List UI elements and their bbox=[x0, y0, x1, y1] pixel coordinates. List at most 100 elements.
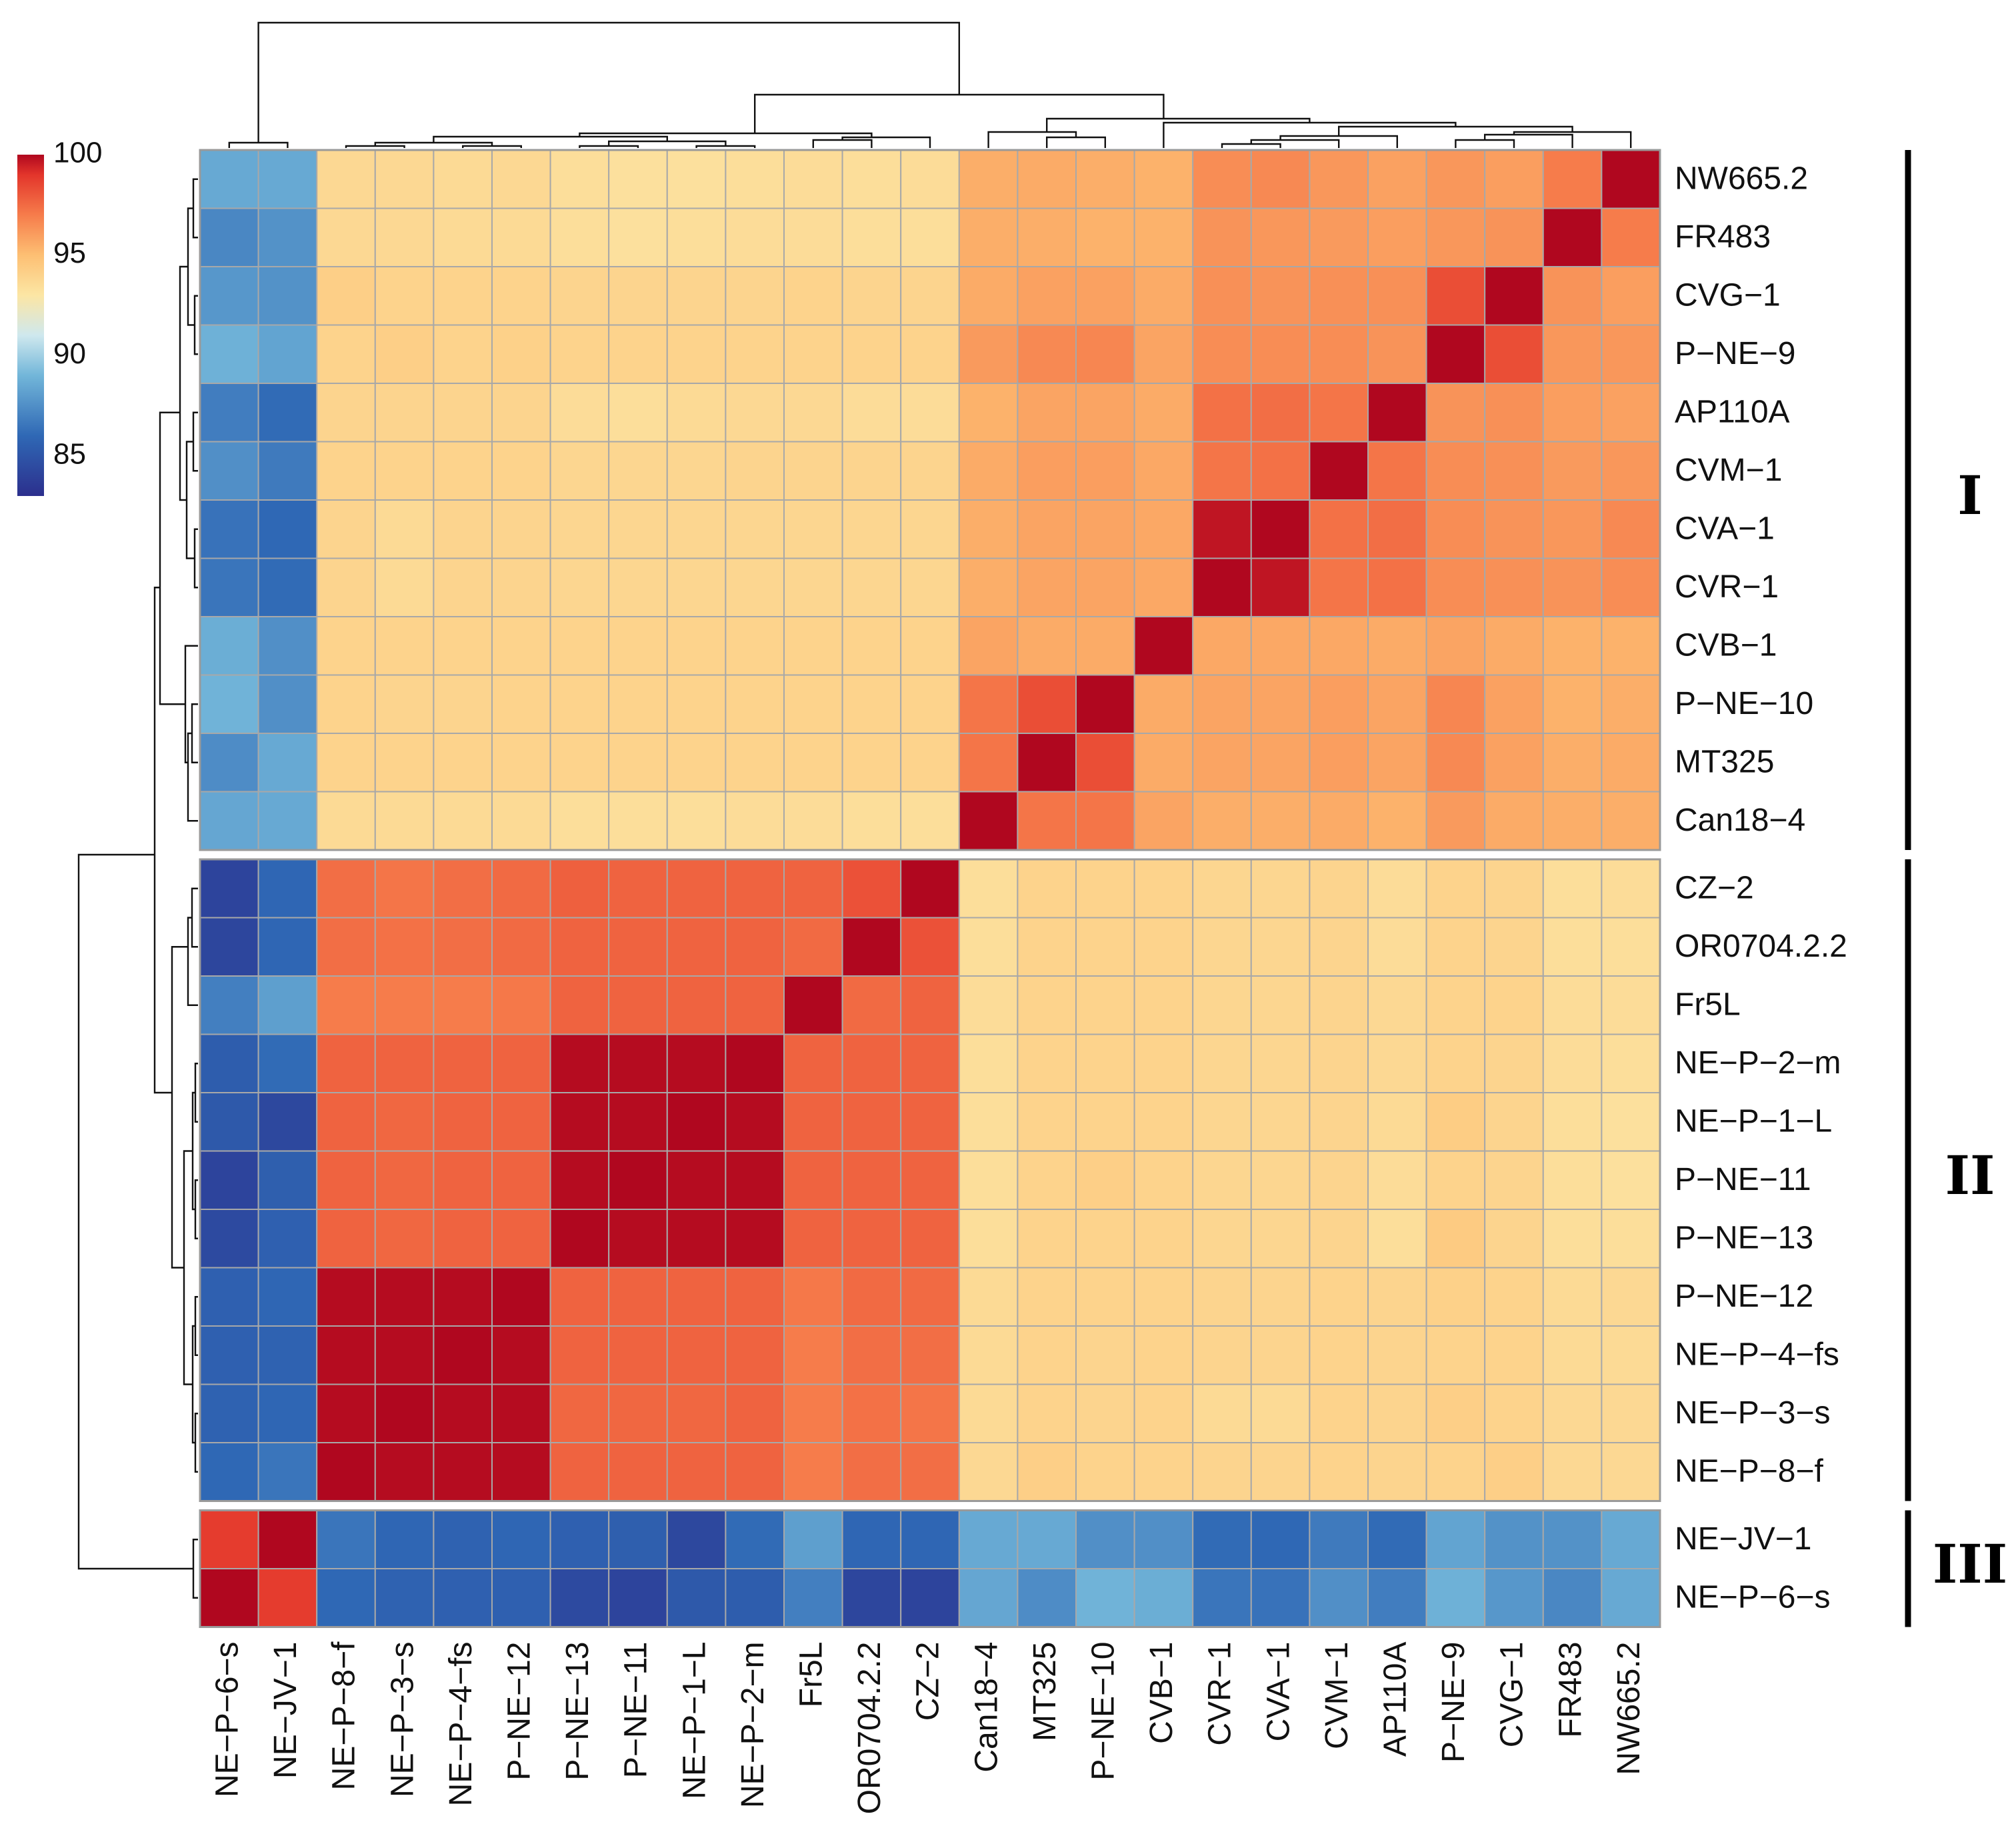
column-label-nw665.2: NW665.2 bbox=[1611, 1642, 1647, 1775]
cell-mt325-x-nw665.2 bbox=[1601, 733, 1661, 793]
cell-fr483-x-ne-jv-1 bbox=[257, 207, 318, 267]
cell-ap110a-x-can18-4 bbox=[958, 383, 1019, 443]
cell-ne-p-3-s-x-ne-p-8-f bbox=[316, 1383, 376, 1443]
cell-cvg-1-x-cvb-1 bbox=[1133, 266, 1194, 326]
cell-ne-p-8-f-x-p-ne-13 bbox=[549, 1442, 610, 1502]
cell-p-ne-13-x-ne-p-2-m bbox=[725, 1209, 785, 1269]
cell-cvm-1-x-mt325 bbox=[1017, 441, 1077, 501]
cell-cva-1-x-cvg-1 bbox=[1484, 499, 1544, 559]
cell-p-ne-9-x-ne-p-1-l bbox=[666, 324, 727, 384]
cell-ne-p-2-m-x-cvr-1 bbox=[1192, 1033, 1252, 1093]
column-dendrogram-link bbox=[579, 145, 639, 148]
cell-ne-p-3-s-x-p-ne-9 bbox=[1425, 1383, 1486, 1443]
cell-cva-1-x-fr483 bbox=[1542, 499, 1603, 559]
cell-ne-p-2-m-x-nw665.2 bbox=[1601, 1033, 1661, 1093]
cell-p-ne-10-x-can18-4 bbox=[958, 674, 1019, 734]
row-label-cz-2: CZ−2 bbox=[1675, 870, 1754, 905]
column-labels: NE−P−6−s NE−JV−1 NE−P−8−f NE−P−3−s NE−P−4−fs… bbox=[209, 1641, 1646, 1815]
cell-ap110a-x-cvg-1 bbox=[1484, 383, 1544, 443]
column-label-p-ne-12: P−NE−12 bbox=[501, 1642, 537, 1781]
cell-ne-jv-1-x-ne-p-1-l bbox=[666, 1509, 727, 1569]
cell-p-ne-11-x-cz-2 bbox=[900, 1150, 960, 1210]
cell-cvr-1-x-p-ne-11 bbox=[608, 557, 668, 617]
cell-p-ne-13-x-fr483 bbox=[1542, 1209, 1603, 1269]
column-label-p-ne-10: P−NE−10 bbox=[1085, 1642, 1121, 1781]
cell-mt325-x-cvr-1 bbox=[1192, 733, 1252, 793]
cell-nw665.2-x-cvm-1 bbox=[1309, 149, 1369, 209]
column-dendrogram-link bbox=[754, 93, 1165, 133]
cell-cvr-1-x-p-ne-9 bbox=[1425, 557, 1486, 617]
cell-ne-p-6-s-x-p-ne-11 bbox=[608, 1568, 668, 1628]
cell-or0704.2.2-x-cz-2 bbox=[900, 917, 960, 977]
cell-cz-2-x-ne-p-4-fs bbox=[433, 859, 493, 919]
cell-p-ne-10-x-ne-p-6-s bbox=[199, 674, 259, 734]
cell-fr5l-x-ne-p-6-s bbox=[199, 975, 259, 1035]
cell-fr5l-x-ne-p-3-s bbox=[374, 975, 435, 1035]
cell-or0704.2.2-x-ne-jv-1 bbox=[257, 917, 318, 977]
cell-can18-4-x-p-ne-12 bbox=[491, 791, 551, 851]
cell-ap110a-x-cva-1 bbox=[1250, 383, 1311, 443]
cell-p-ne-13-x-ne-p-4-fs bbox=[433, 1209, 493, 1269]
cell-ne-p-6-s-x-ne-p-4-fs bbox=[433, 1568, 493, 1628]
cell-ne-p-3-s-x-cvm-1 bbox=[1309, 1383, 1369, 1443]
cell-cvg-1-x-p-ne-10 bbox=[1075, 266, 1135, 326]
cell-ne-p-6-s-x-ne-p-6-s bbox=[199, 1568, 259, 1628]
row-dendrogram-link bbox=[187, 917, 198, 1006]
cell-mt325-x-mt325 bbox=[1017, 733, 1077, 793]
cell-mt325-x-ne-p-6-s bbox=[199, 733, 259, 793]
cell-ne-jv-1-x-ap110a bbox=[1367, 1509, 1427, 1569]
cell-cz-2-x-cvg-1 bbox=[1484, 859, 1544, 919]
cell-ne-p-1-l-x-p-ne-10 bbox=[1075, 1092, 1135, 1152]
cell-ne-jv-1-x-p-ne-13 bbox=[549, 1509, 610, 1569]
cell-ne-p-4-fs-x-ne-p-1-l bbox=[666, 1325, 727, 1385]
cell-cva-1-x-p-ne-9 bbox=[1425, 499, 1486, 559]
cell-ne-jv-1-x-p-ne-10 bbox=[1075, 1509, 1135, 1569]
cell-p-ne-13-x-cz-2 bbox=[900, 1209, 960, 1269]
cell-cva-1-x-ne-p-4-fs bbox=[433, 499, 493, 559]
row-label-cvb-1: CVB−1 bbox=[1675, 627, 1777, 663]
cell-p-ne-9-x-cvb-1 bbox=[1133, 324, 1194, 384]
cell-p-ne-10-x-p-ne-9 bbox=[1425, 674, 1486, 734]
row-label-cvm-1: CVM−1 bbox=[1675, 453, 1782, 488]
cell-cvr-1-x-nw665.2 bbox=[1601, 557, 1661, 617]
row-dendrogram-link bbox=[193, 528, 198, 589]
cell-p-ne-11-x-fr5l bbox=[783, 1150, 843, 1210]
cell-cz-2-x-fr483 bbox=[1542, 859, 1603, 919]
cell-p-ne-10-x-cvr-1 bbox=[1192, 674, 1252, 734]
cluster-frame-iii bbox=[199, 1509, 1661, 1628]
cell-ne-p-1-l-x-cz-2 bbox=[900, 1092, 960, 1152]
cell-ne-p-4-fs-x-ne-p-2-m bbox=[725, 1325, 785, 1385]
cell-p-ne-13-x-ne-p-8-f bbox=[316, 1209, 376, 1269]
cell-cvg-1-x-ne-p-2-m bbox=[725, 266, 785, 326]
cell-nw665.2-x-ne-p-4-fs bbox=[433, 149, 493, 209]
cell-nw665.2-x-nw665.2 bbox=[1601, 149, 1661, 209]
cell-ne-p-8-f-x-cvb-1 bbox=[1133, 1442, 1194, 1502]
cell-cvb-1-x-ne-p-6-s bbox=[199, 616, 259, 676]
cell-ne-p-2-m-x-p-ne-13 bbox=[549, 1033, 610, 1093]
cell-p-ne-10-x-ne-p-2-m bbox=[725, 674, 785, 734]
cell-cvb-1-x-ne-p-8-f bbox=[316, 616, 376, 676]
column-dendrogram-link bbox=[345, 145, 405, 148]
cell-cvr-1-x-p-ne-10 bbox=[1075, 557, 1135, 617]
cell-cvr-1-x-ap110a bbox=[1367, 557, 1427, 617]
column-label-ne-p-6-s: NE−P−6−s bbox=[209, 1642, 245, 1797]
column-label-cvm-1: CVM−1 bbox=[1319, 1642, 1355, 1749]
column-label-p-ne-11: P−NE−11 bbox=[619, 1642, 654, 1779]
row-dendrogram-link bbox=[192, 1539, 198, 1599]
cell-cvg-1-x-ne-p-4-fs bbox=[433, 266, 493, 326]
cell-p-ne-13-x-fr5l bbox=[783, 1209, 843, 1269]
cell-cvb-1-x-p-ne-11 bbox=[608, 616, 668, 676]
cell-ne-p-6-s-x-p-ne-12 bbox=[491, 1568, 551, 1628]
legend-tick-100: 100 bbox=[53, 137, 102, 169]
cell-cvr-1-x-cvr-1 bbox=[1192, 557, 1252, 617]
cell-p-ne-11-x-p-ne-9 bbox=[1425, 1150, 1486, 1210]
cell-p-ne-12-x-cvg-1 bbox=[1484, 1267, 1544, 1327]
cell-p-ne-9-x-ne-p-4-fs bbox=[433, 324, 493, 384]
column-label-cvb-1: CVB−1 bbox=[1144, 1642, 1179, 1744]
cell-cvr-1-x-ne-p-6-s bbox=[199, 557, 259, 617]
cell-cvm-1-x-ne-p-6-s bbox=[199, 441, 259, 501]
cell-cva-1-x-p-ne-11 bbox=[608, 499, 668, 559]
column-label-can18-4: Can18−4 bbox=[969, 1642, 1004, 1773]
cell-ne-p-3-s-x-ne-jv-1 bbox=[257, 1383, 318, 1443]
cell-p-ne-13-x-mt325 bbox=[1017, 1209, 1077, 1269]
